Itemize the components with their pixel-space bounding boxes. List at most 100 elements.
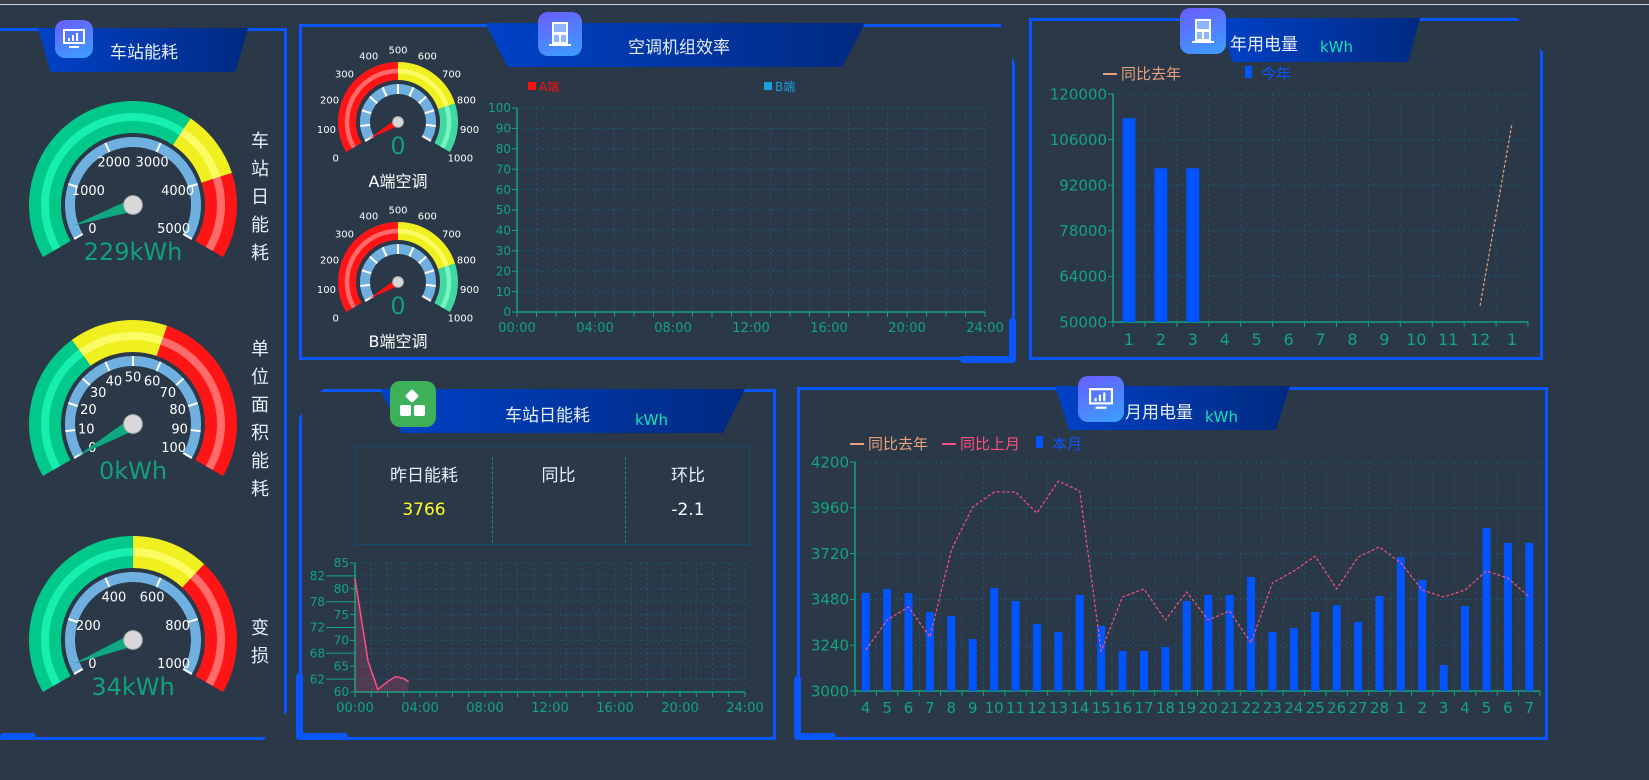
monitor-chart-icon [55,20,93,58]
legend-label: 同比去年 [868,435,928,453]
gauge-tick [408,86,415,97]
bar [1097,625,1106,691]
x-tick-label: 11 [1438,330,1458,349]
gauge-tick [381,246,388,257]
gauge-value: 0 [390,132,405,160]
gauge-tick [81,377,91,386]
gauge-tick-label: 80 [169,403,186,418]
gauge-tick-label: 400 [101,591,126,606]
x-tick-label: 20 [1199,699,1218,717]
unit-label: kWh [1205,408,1239,426]
x-tick-label: 08:00 [466,701,503,716]
x-tick-label: 2 [1417,699,1427,717]
bar [1247,577,1256,691]
x-tick-label: 13 [1049,699,1068,717]
gauge-tick-label: 300 [335,69,354,80]
x-tick-label: 8 [947,699,957,717]
legend-swatch-b [764,82,772,90]
gauge-tick-label: 0 [88,222,96,237]
gauge-tick [182,233,193,240]
gauge-tick-label: 200 [76,619,101,634]
gauge-pointer [368,118,400,139]
gauge-tick [421,295,432,302]
y-tick-label: 10 [496,285,511,299]
panel-corner-accent [296,673,303,740]
x-tick-label: 4 [1220,330,1230,349]
gauge-tick [360,283,371,287]
annual-electricity-tab: 年用电量 kWh [1220,18,1420,62]
divider [492,457,493,543]
gauge-scale-ring [65,137,201,239]
grid-apps-icon [390,381,436,427]
gauge-tick-label: 3000 [136,156,169,171]
gauge-tick-label: 1000 [157,657,190,672]
bar [1311,611,1320,691]
gauge-tick-label: 50 [125,371,142,386]
bar [1118,650,1127,691]
stat-label: 昨日能耗 [390,466,458,486]
ac-b-gauge: 0 100 200 300 400 500 600 700 800 900 1000 0 B端空调 [317,206,479,351]
gauge-pivot [392,116,404,128]
gauge-band-highlight [41,349,84,470]
x-tick-label: 16:00 [810,321,847,336]
gauge-tick [187,618,198,624]
gauge-value: 0 [390,292,405,320]
unit-label: kWh [1320,38,1354,56]
x-tick-label: 04:00 [576,321,613,336]
panel-corner-accent [794,676,801,740]
gauge-tick [68,618,79,624]
y-tick-label: 90 [496,122,511,136]
gauge-tick-label: 100 [317,285,336,296]
gauge-tick-label: 20 [80,403,97,418]
series-line [354,578,410,691]
gauge-tick-label: 600 [140,591,165,606]
gauge-tick-label: 800 [457,255,476,266]
gauge-tick-label: 0 [88,657,96,672]
bar [1139,650,1148,691]
x-tick-label: 18 [1156,699,1175,717]
gauge-tick-label: 700 [442,229,461,240]
y-tick-label: 120000 [1050,85,1107,103]
bar [1011,600,1020,691]
gauge-tick-label: 40 [106,375,123,390]
y-tick-label: 106000 [1050,131,1107,149]
monitor-chart-icon [1078,376,1124,422]
gauge-band-highlight [205,176,225,251]
y-tick-label: 70 [334,634,349,648]
gauge-band-highlight [190,572,225,686]
y-tick-label: 20 [496,264,511,278]
bar [1418,579,1427,691]
y-tick-label: 3720 [811,545,849,563]
x-tick-label: 14 [1070,699,1089,717]
gauge-tick [424,269,435,275]
x-tick-label: 00:00 [336,701,373,716]
window-top-bar [0,0,1649,5]
x-tick-label: 24:00 [726,701,763,716]
bar [1289,628,1298,691]
x-tick-label: 27 [1349,699,1368,717]
bar [1439,665,1448,691]
gauge-tick [424,109,435,115]
bar [883,588,892,691]
x-tick-label: 1 [1396,699,1406,717]
gauge-tick [408,246,415,257]
panel-title: 年用电量 [1230,35,1298,55]
gauge-band-highlight [179,128,221,180]
gauge-tick [104,142,111,153]
gauge-tick-label: 70 [160,386,177,401]
gauge-tick [425,283,436,287]
series-line [1479,123,1513,306]
x-tick-label: 08:00 [654,321,691,336]
x-tick-label: 7 [1315,330,1325,349]
gauge-pivot [392,276,404,288]
gauge-value: 0kWh [99,457,167,485]
x-tick-label: 20:00 [888,321,925,336]
legend-label: 本月 [1052,435,1082,453]
y-tick-label: 80 [496,142,511,156]
gauge-label-unit-area: 单位面积能耗 [251,339,269,500]
gauge-tick-label: 0 [332,154,338,165]
gauge-tick-label: 700 [442,69,461,80]
bar [1054,632,1063,691]
